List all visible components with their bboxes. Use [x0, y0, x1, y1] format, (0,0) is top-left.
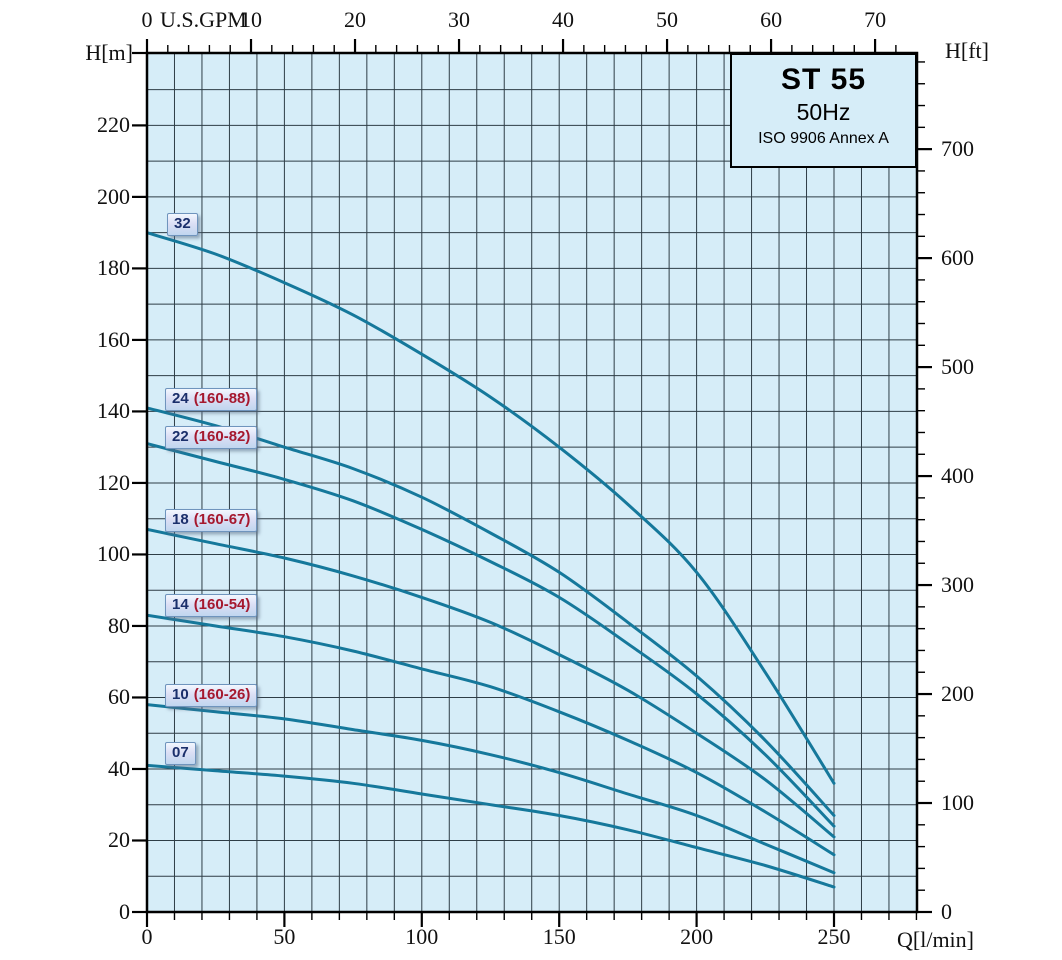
- frequency: 50Hz: [796, 99, 851, 125]
- axis-ticks: [132, 39, 932, 927]
- y-right-tick-label: 700: [941, 136, 974, 162]
- curve-14: [147, 613, 836, 857]
- y-left-tick-label: 0: [119, 899, 130, 924]
- x-bottom-tick-label: 0: [141, 924, 153, 949]
- y-left-tick-label: 180: [97, 255, 130, 281]
- curve-label-10: 10 (160-26): [165, 683, 258, 707]
- curve-label-number: 14: [172, 595, 189, 613]
- y-left-tick-label: 160: [97, 326, 130, 352]
- title-box: ST 55 50Hz ISO 9906 Annex A: [730, 53, 917, 168]
- x-bottom-tick-label: 250: [817, 924, 851, 949]
- curve-label-code: (160-54): [193, 595, 251, 613]
- curve-label-code: (160-88): [193, 389, 251, 407]
- curve-32: [147, 231, 836, 785]
- y-left-tick-label: 140: [97, 398, 130, 424]
- curve-label-number: 07: [172, 743, 189, 761]
- y-left-tick-label: 120: [97, 469, 130, 495]
- curve-24: [147, 406, 836, 817]
- curves: [147, 231, 836, 889]
- y-right-tick-label: 100: [941, 790, 974, 816]
- curve-label-code: (160-82): [193, 427, 251, 445]
- curve-label-07: 07: [165, 741, 196, 765]
- x-top-tick-label: 20: [344, 7, 367, 32]
- x-top-tick-label: 10: [240, 7, 262, 32]
- curve-label-number: 22: [172, 427, 189, 445]
- x-bottom-tick-label: 100: [405, 924, 439, 949]
- x-top-tick-label: 60: [760, 7, 783, 32]
- y-left-tick-label: 40: [108, 755, 130, 781]
- plot-border: [145, 51, 919, 914]
- curve-label-14: 14 (160-54): [165, 593, 258, 617]
- curve-label-number: 18: [172, 511, 189, 529]
- curve-label-22: 22 (160-82): [165, 425, 258, 449]
- y-left-tick-label: 80: [108, 612, 130, 638]
- curve-07: [147, 763, 836, 889]
- curve-label-number: 10: [172, 685, 189, 703]
- y-right-tick-label: 500: [941, 354, 974, 380]
- top-axis-title: U.S.GPM: [160, 7, 247, 32]
- x-top-tick-label: 40: [552, 7, 575, 32]
- y-left-tick-label: 20: [108, 827, 130, 853]
- y-right-tick-label: 0: [941, 899, 952, 924]
- curve-label-18: 18 (160-67): [165, 509, 258, 533]
- curve-label-24: 24 (160-88): [165, 387, 258, 411]
- y-left-tick-label: 100: [97, 541, 130, 567]
- y-left-tick-label: 200: [97, 183, 130, 209]
- x-bottom-tick-label: 150: [542, 924, 576, 949]
- curve-label-number: 32: [174, 215, 191, 233]
- x-top-tick-label: 0: [141, 7, 153, 32]
- x-top-tick-label: 50: [656, 7, 679, 32]
- y-right-tick-label: 400: [941, 463, 974, 489]
- y-right-tick-label: 600: [941, 245, 974, 271]
- x-top-tick-label: 30: [448, 7, 471, 32]
- curve-10: [147, 703, 836, 875]
- right-axis-title: H[ft]: [945, 38, 989, 63]
- y-right-tick-label: 200: [941, 681, 974, 707]
- y-left-tick-label: 220: [97, 112, 130, 138]
- y-right-tick-label: 300: [941, 572, 974, 598]
- curve-18: [147, 527, 836, 839]
- y-left-tick-label: 60: [108, 684, 130, 710]
- curve-label-number: 24: [172, 389, 189, 407]
- left-axis-title: H[m]: [85, 40, 133, 65]
- iso-standard: ISO 9906 Annex A: [758, 130, 889, 147]
- curve-label-code: (160-26): [193, 685, 251, 703]
- curve-label-code: (160-67): [193, 511, 251, 529]
- x-bottom-tick-label: 50: [273, 924, 296, 949]
- curve-label-32: 32: [167, 213, 198, 237]
- x-bottom-tick-label: 200: [680, 924, 714, 949]
- bottom-axis-title: Q[l/min]: [897, 927, 974, 952]
- x-top-tick-label: 70: [864, 7, 887, 32]
- model-name: ST 55: [780, 63, 867, 96]
- grid: [147, 53, 917, 912]
- curve-22: [147, 442, 836, 828]
